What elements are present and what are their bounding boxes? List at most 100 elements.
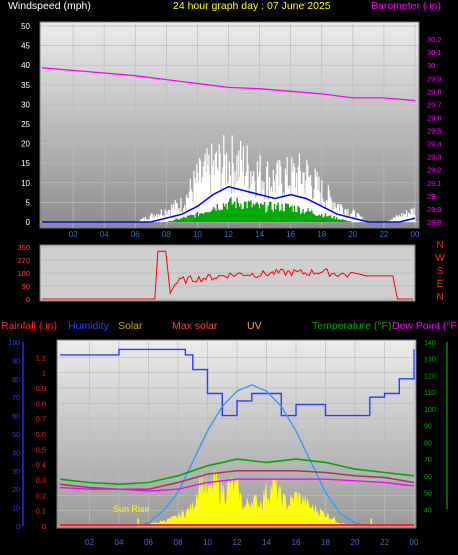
- temperature-tick-label: 90: [424, 424, 432, 431]
- wind-x-tick-label: 10: [193, 230, 202, 239]
- temperature-line: [59, 458, 415, 486]
- humidity-line: [60, 348, 415, 417]
- wind-y-tick-label: 45: [21, 42, 30, 51]
- rain-tick-label: 0.3: [36, 476, 46, 485]
- barometer-tick-label: 29.3: [427, 153, 442, 162]
- barometer-line: [41, 67, 416, 102]
- rain-temp-x-tick-label: 20: [351, 538, 360, 547]
- compass-label: W: [435, 253, 445, 264]
- rain-temp-x-tick-label: 04: [115, 538, 124, 547]
- barometer-tick-label: 29: [427, 192, 435, 201]
- barometer-tick-label: 29.9: [427, 74, 442, 83]
- temperature-legend: Temperature (°F): [312, 320, 391, 332]
- direction-y-tick-label: 180: [17, 269, 30, 278]
- rain-temp-x-tick-label: 12: [233, 538, 242, 547]
- temperature-tick-label: 110: [424, 390, 435, 397]
- rain-temp-x-tick-label: 00: [410, 538, 419, 547]
- direction-series: [42, 250, 413, 300]
- temperature-tick-label: 140: [424, 340, 436, 347]
- humidity-tick-label: 40: [12, 450, 20, 457]
- barometer-tick-label: 29.2: [427, 166, 442, 175]
- rain-temp-axis-ticks: 02 04 06 08 10 12 14 16 18 20 22 0000.10.20.30.40.5…: [8, 340, 448, 547]
- barometer-tick-label: 28.9: [427, 205, 442, 214]
- barometer-tick-label: 28.8: [427, 218, 442, 227]
- humidity-tick-label: 80: [12, 377, 20, 384]
- direction-y-tick-label: 0: [26, 295, 30, 304]
- chart-title: 24 hour graph day : 07 June 2025: [173, 0, 331, 12]
- solar-legend: Solar: [118, 320, 143, 332]
- wind-y-tick-label: 25: [21, 120, 30, 129]
- wind-low-series: [166, 197, 353, 222]
- wind-x-tick-label: 18: [317, 230, 326, 239]
- rain-temp-x-tick-label: 02: [85, 538, 94, 547]
- direction-y-tick-label: 360: [17, 243, 30, 252]
- uv-line: [133, 384, 370, 527]
- humidity-tick-label: 60: [12, 414, 20, 421]
- temperature-tick-label: 80: [424, 440, 432, 447]
- direction-y-tick-label: 90: [22, 282, 30, 291]
- wind-x-tick-label: 04: [100, 230, 109, 239]
- wind-y-tick-label: 50: [21, 22, 30, 31]
- wind-y-tick-label: 35: [21, 81, 30, 90]
- direction-y-tick-label: 270: [17, 256, 30, 265]
- wind-y-tick-label: 15: [21, 159, 30, 168]
- wind-x-tick-label: 02: [69, 230, 78, 239]
- temperature-tick-label: 120: [424, 373, 436, 380]
- humidity-tick-label: 10: [12, 506, 20, 513]
- wind-x-tick-label: 22: [379, 230, 388, 239]
- wind-x-tick-label: 16: [286, 230, 295, 239]
- humidity-tick-label: 0: [16, 524, 20, 531]
- barometer-tick-label: 29.6: [427, 113, 442, 122]
- rain-tick-label: 0.7: [36, 415, 46, 424]
- rain-tick-label: 0.9: [36, 384, 46, 393]
- rain-temp-x-tick-label: 16: [292, 538, 301, 547]
- barometer-tick-label: 30.1: [427, 48, 442, 57]
- rain-temp-x-tick-label: 06: [144, 538, 153, 547]
- wind-average-line: [42, 185, 416, 223]
- barometer-axis-title: Barometer (.in): [371, 0, 441, 12]
- compass-label: E: [437, 279, 444, 290]
- wind-y-tick-label: 40: [21, 61, 30, 70]
- humidity-tick-label: 90: [12, 358, 20, 365]
- rain-tick-label: 1: [42, 369, 46, 378]
- rain-tick-label: 0.6: [36, 430, 46, 439]
- rain-temp-x-tick-label: 08: [174, 538, 183, 547]
- wind-axis-ticks: 02 04 06 08 10 12 14 16 18 20 22 000510152025303540…: [21, 22, 442, 239]
- rain-tick-label: 0.1: [36, 507, 46, 516]
- compass-label: N: [436, 240, 443, 251]
- barometer-tick-label: 29.8: [427, 87, 442, 96]
- temperature-tick-label: 40: [424, 507, 432, 514]
- temperature-tick-label: 60: [424, 474, 432, 481]
- wind-y-tick-label: 0: [26, 218, 31, 227]
- barometer-tick-label: 30: [427, 61, 435, 70]
- rain-tick-label: 0.2: [36, 491, 46, 500]
- temperature-tick-label: 70: [424, 457, 432, 464]
- dewpoint-line: [59, 478, 415, 492]
- rain-temp-x-tick-label: 22: [380, 538, 389, 547]
- temperature-tick-label: 130: [424, 357, 436, 364]
- rain-tick-label: 0.8: [36, 399, 46, 408]
- barometer-tick-label: 30.2: [427, 35, 442, 44]
- wind-y-tick-label: 5: [26, 198, 31, 207]
- solar-area: [133, 469, 356, 527]
- compass-label: N: [436, 292, 443, 303]
- wind-direction-line: [42, 250, 413, 300]
- humidity-tick-label: 70: [12, 395, 20, 402]
- wind-x-tick-label: 20: [348, 230, 357, 239]
- humidity-tick-label: 20: [12, 487, 20, 494]
- barometer-tick-label: 29.5: [427, 127, 442, 136]
- barometer-tick-label: 29.7: [427, 100, 442, 109]
- wind-series: [41, 67, 416, 223]
- wind-y-tick-label: 10: [21, 179, 30, 188]
- sunrise-label: Sun Rise: [113, 504, 150, 514]
- humidity-tick-label: 30: [12, 469, 20, 476]
- temperature-tick-label: 50: [424, 491, 432, 498]
- windspeed-axis-title: Windspeed (mph): [8, 0, 91, 12]
- rain-tick-label: 0: [42, 522, 46, 531]
- wind-x-tick-label: 08: [162, 230, 171, 239]
- wind-x-tick-label: 12: [224, 230, 233, 239]
- rain-tick-label: 0.4: [36, 461, 46, 470]
